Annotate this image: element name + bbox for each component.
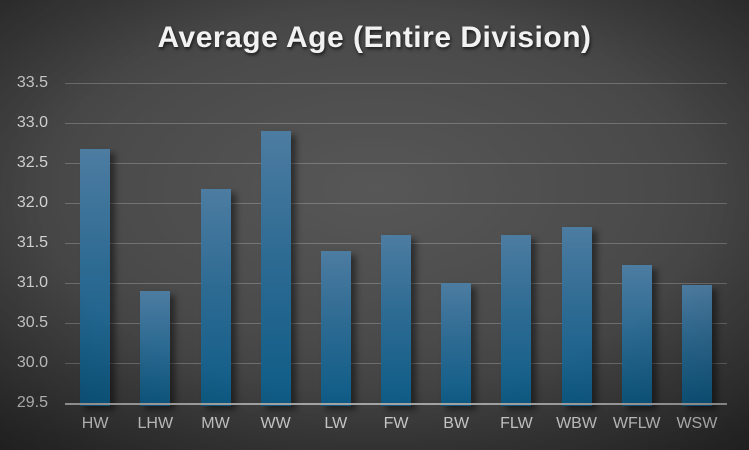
x-axis-tick-label: FLW	[500, 415, 533, 432]
x-axis-tick-label: LW	[324, 415, 348, 432]
bar-lhw	[140, 291, 171, 406]
gridline	[65, 83, 727, 84]
y-axis-tick-label: 33.0	[16, 114, 48, 131]
bar-flw	[501, 235, 532, 406]
gridline	[65, 123, 727, 124]
y-axis-tick-label: 33.5	[16, 74, 48, 91]
bar-fw	[381, 235, 411, 406]
bar-hw	[80, 148, 111, 406]
y-axis-tick-label: 32.0	[16, 194, 48, 211]
y-axis-tick-label: 31.0	[16, 274, 48, 291]
gridline	[65, 203, 727, 204]
bar-lw	[320, 251, 351, 406]
x-axis-tick-label: WBW	[556, 415, 597, 432]
chart-title: Average Age (Entire Division)	[157, 21, 592, 54]
y-axis-tick-label: 32.5	[16, 154, 48, 171]
y-axis-tick-label: 30.0	[16, 354, 48, 371]
x-axis-tick-label: WW	[260, 415, 291, 432]
x-axis-tick-label: WSW	[676, 415, 718, 432]
x-axis-tick-label: LHW	[137, 415, 174, 432]
x-axis-tick-label: BW	[443, 415, 470, 432]
bar-wsw	[681, 285, 712, 406]
bar-wflw	[621, 264, 652, 406]
x-axis-tick-label: MW	[201, 415, 230, 432]
x-axis-line	[65, 403, 727, 405]
bar-bw	[441, 283, 472, 406]
bar-wbw	[561, 227, 592, 406]
y-axis-tick-label: 29.5	[16, 394, 48, 411]
x-axis-tick-label: HW	[81, 415, 109, 432]
bar-ww	[260, 131, 291, 406]
y-axis-tick-label: 30.5	[16, 314, 48, 331]
gridline	[65, 163, 727, 164]
y-axis-tick-label: 31.5	[16, 234, 48, 251]
bar-mw	[200, 189, 231, 406]
x-axis-tick-label: FW	[383, 415, 409, 432]
x-axis-tick-label: WFLW	[612, 415, 661, 432]
